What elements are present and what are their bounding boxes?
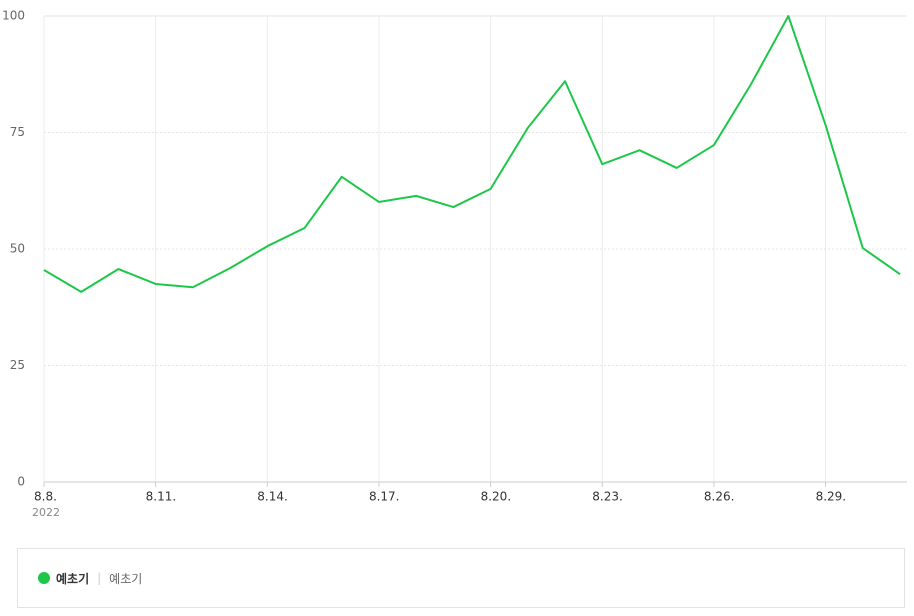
- legend-marker: [38, 572, 50, 584]
- x-tick-label: 8.14.: [257, 490, 288, 504]
- legend-detail: 예초기: [109, 571, 143, 586]
- year-label: 2022: [32, 506, 60, 519]
- x-tick-label: 8.11.: [146, 490, 177, 504]
- x-tick-label: 8.26.: [704, 490, 735, 504]
- x-tick-label: 8.29.: [816, 490, 847, 504]
- separator: |: [97, 571, 102, 585]
- x-tick-label: 8.17.: [369, 490, 400, 504]
- y-tick-label: 0: [17, 475, 25, 489]
- y-tick-label: 100: [2, 9, 25, 23]
- y-tick-label: 75: [10, 125, 25, 139]
- y-tick-label: 25: [10, 358, 25, 372]
- chart: 8.8. 8.11. 8.14. 8.17. 8.20. 8.23. 8.26. 8.29. 2…: [2, 9, 907, 519]
- y-tick-label: 50: [10, 242, 25, 256]
- x-tick-label: 8.20.: [481, 490, 512, 504]
- x-tick-label: 8.23.: [592, 490, 623, 504]
- x-tick-label: 8.8.: [34, 490, 57, 504]
- line: [43, 15, 901, 293]
- legend-label[interactable]: 예초기: [56, 571, 90, 586]
- legend: 예초기 | 예초기: [17, 548, 905, 608]
